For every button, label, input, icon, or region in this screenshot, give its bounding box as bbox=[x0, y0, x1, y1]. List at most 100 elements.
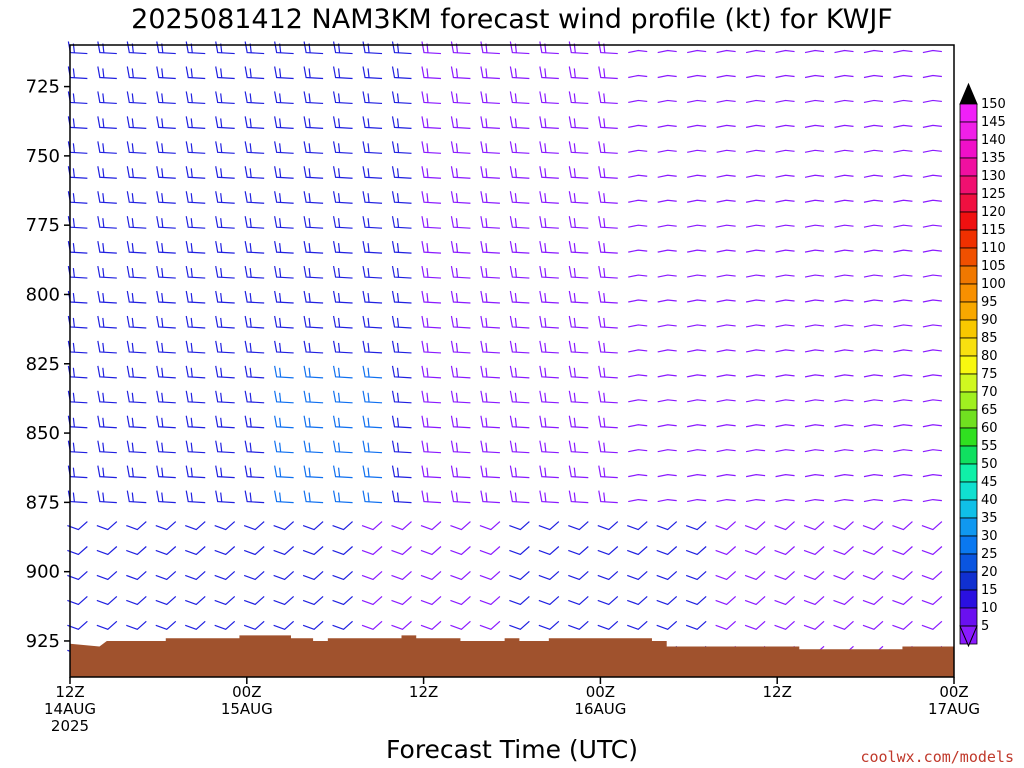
colorbar-swatch bbox=[959, 373, 978, 393]
wind-barb bbox=[597, 521, 619, 531]
y-axis: 725 750 775 800 825 850 875 900 925 bbox=[26, 77, 70, 652]
wind-barb bbox=[362, 41, 383, 55]
wind-barb bbox=[156, 290, 176, 304]
wind-barb bbox=[450, 595, 471, 606]
wind-barb bbox=[185, 41, 206, 55]
wind-barb bbox=[922, 149, 942, 153]
wind-barb bbox=[303, 216, 324, 229]
x-tick-label: 14AUG bbox=[44, 700, 96, 718]
wind-barb bbox=[362, 66, 383, 80]
wind-barb bbox=[480, 166, 500, 179]
wind-barb bbox=[274, 465, 294, 479]
wind-barb bbox=[244, 66, 265, 80]
wind-barb bbox=[244, 490, 265, 504]
wind-barb bbox=[274, 241, 294, 254]
wind-barb bbox=[509, 91, 530, 105]
wind-barb bbox=[893, 74, 913, 79]
wind-barb bbox=[480, 390, 500, 404]
wind-barb bbox=[450, 390, 471, 404]
wind-barb bbox=[804, 424, 825, 428]
colorbar-label: 90 bbox=[981, 313, 998, 328]
colorbar: 1501451401351301251201151101051009590858… bbox=[959, 82, 1006, 648]
wind-barb bbox=[391, 340, 412, 354]
wind-barb bbox=[243, 595, 265, 606]
wind-barb bbox=[421, 116, 442, 129]
wind-barb bbox=[126, 521, 147, 531]
wind-barb bbox=[185, 340, 206, 354]
colorbar-bottom-arrow bbox=[959, 625, 978, 648]
colorbar-label: 80 bbox=[981, 349, 998, 364]
wind-barb bbox=[656, 546, 678, 556]
wind-barb bbox=[804, 274, 825, 278]
wind-barb bbox=[568, 390, 589, 404]
colorbar-swatch bbox=[959, 499, 978, 519]
wind-barb bbox=[804, 474, 825, 478]
wind-barb bbox=[834, 49, 854, 54]
wind-barb bbox=[67, 440, 88, 454]
wind-barb bbox=[185, 265, 206, 279]
wind-barb bbox=[921, 546, 943, 556]
wind-barb bbox=[332, 440, 353, 454]
wind-barb bbox=[215, 241, 235, 254]
wind-barb bbox=[273, 546, 295, 556]
wind-barb bbox=[274, 390, 294, 404]
wind-barb bbox=[568, 440, 589, 454]
colorbar-swatch bbox=[959, 319, 978, 339]
wind-barb bbox=[863, 424, 884, 428]
wind-barb bbox=[716, 199, 736, 203]
wind-barb bbox=[244, 91, 265, 105]
wind-barb bbox=[656, 521, 678, 531]
wind-barb bbox=[568, 315, 589, 329]
wind-barb bbox=[391, 620, 412, 631]
wind-barb bbox=[568, 265, 589, 279]
wind-barb bbox=[628, 474, 648, 478]
colorbar-swatch bbox=[959, 571, 978, 591]
wind-barb bbox=[244, 290, 265, 304]
wind-barb bbox=[656, 595, 678, 606]
wind-barb bbox=[657, 399, 677, 403]
wind-barb bbox=[834, 124, 854, 128]
wind-barb bbox=[627, 595, 648, 606]
wind-barb bbox=[775, 274, 795, 278]
colorbar-label: 95 bbox=[981, 295, 998, 310]
wind-barb bbox=[97, 141, 117, 154]
wind-barbs bbox=[67, 41, 943, 655]
wind-barb bbox=[893, 224, 913, 228]
x-tick-label: 17AUG bbox=[928, 700, 980, 718]
wind-barb bbox=[775, 299, 795, 303]
wind-barb bbox=[716, 224, 736, 228]
wind-barb bbox=[332, 290, 353, 304]
wind-barb bbox=[775, 99, 795, 104]
wind-barb bbox=[775, 249, 795, 253]
wind-barb bbox=[273, 570, 295, 581]
colorbar-label: 100 bbox=[981, 277, 1006, 292]
wind-barb bbox=[745, 449, 766, 453]
wind-barb bbox=[598, 340, 618, 354]
wind-barb bbox=[656, 570, 678, 581]
wind-barb bbox=[155, 620, 177, 631]
y-tick-label: 725 bbox=[26, 77, 60, 98]
wind-barb bbox=[391, 570, 412, 581]
wind-barb bbox=[657, 149, 677, 153]
wind-barb bbox=[155, 570, 177, 581]
wind-barb bbox=[274, 166, 294, 179]
wind-barb bbox=[97, 465, 117, 479]
wind-barb bbox=[421, 290, 442, 304]
wind-barb bbox=[509, 365, 530, 379]
wind-barb bbox=[509, 521, 530, 531]
wind-barb bbox=[480, 290, 500, 304]
colorbar-label: 85 bbox=[981, 331, 998, 346]
wind-barb bbox=[97, 490, 117, 504]
wind-barb bbox=[804, 199, 825, 203]
wind-barb bbox=[361, 546, 383, 556]
wind-barb bbox=[67, 570, 88, 581]
colorbar-swatch bbox=[959, 301, 978, 321]
wind-barb bbox=[892, 570, 913, 581]
wind-barb bbox=[804, 149, 825, 153]
wind-barb bbox=[215, 465, 235, 479]
wind-barb bbox=[509, 490, 530, 504]
wind-barb bbox=[509, 440, 530, 454]
wind-barb bbox=[67, 116, 88, 129]
wind-barb bbox=[391, 465, 412, 479]
wind-barb bbox=[156, 241, 176, 254]
